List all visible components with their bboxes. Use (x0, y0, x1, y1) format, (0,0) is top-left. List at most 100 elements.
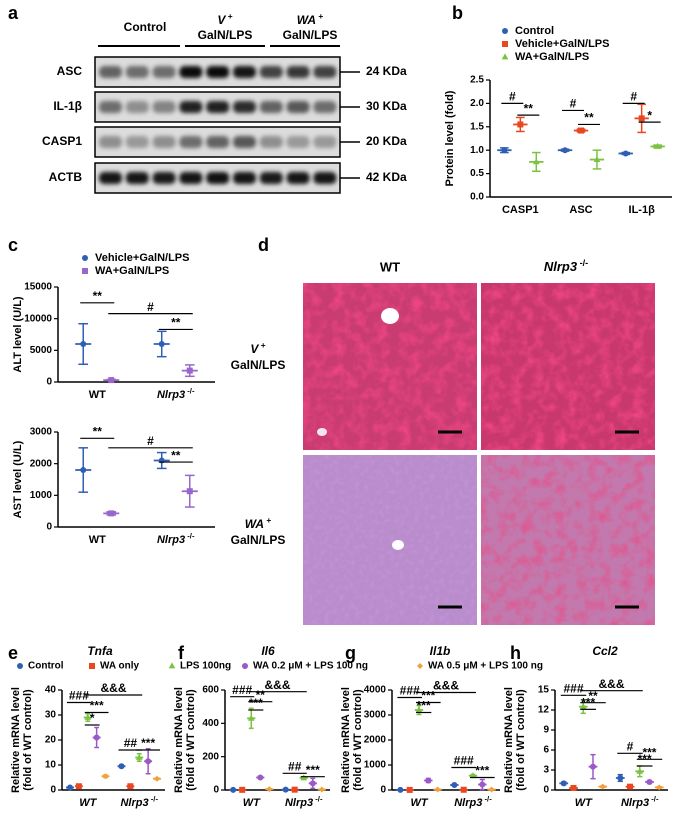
significance-label: ** (171, 448, 181, 462)
blot-band (286, 101, 310, 113)
significance-label: ** (93, 289, 103, 303)
y-axis-label: Relative mRNA level (173, 687, 185, 793)
lane-group-label: GalN/LPS (198, 28, 253, 42)
lane-group-label: WA + (297, 11, 324, 27)
y-axis-label: Protein level (fold) (444, 90, 456, 186)
blot-size-label: 20 KDa (366, 134, 407, 148)
marker (145, 758, 152, 765)
blot-band (125, 172, 149, 184)
marker (654, 142, 661, 149)
significance-label: # (630, 90, 637, 104)
y-tick-label: 2000 (30, 458, 53, 469)
marker (186, 367, 193, 374)
y-tick-label: 0 (380, 785, 386, 796)
y-tick-label: 30 (45, 710, 57, 721)
x-tick-label: Nlrp3 -/- (120, 795, 158, 809)
y-tick-label: 0 (50, 785, 56, 796)
marker (406, 786, 413, 793)
blot-band (286, 66, 310, 78)
y-tick-label: 2.0 (470, 98, 484, 109)
histology-row-label: V + (250, 340, 265, 356)
y-tick-label: 6 (543, 745, 549, 756)
x-tick-label: WT (410, 797, 428, 809)
blot-band (259, 101, 283, 113)
y-axis-label: (fold of WT control) (185, 689, 197, 791)
significance-label: *** (638, 752, 652, 766)
significance-label: *** (417, 699, 431, 713)
y-axis-label: Relative mRNA level (340, 687, 352, 793)
marker (108, 377, 115, 384)
legend-label: Control (515, 25, 554, 37)
marker (532, 158, 540, 165)
significance-label: * (90, 711, 95, 725)
blot-band (286, 136, 310, 148)
marker (82, 255, 88, 261)
marker (562, 147, 569, 154)
y-tick-label: 4000 (364, 685, 387, 696)
legend-label: WA+GalN/LPS (515, 51, 589, 63)
blot-band (125, 101, 149, 113)
legend-label: WA 0.2 μM + LPS 100 ng (253, 661, 368, 672)
y-tick-label: 40 (45, 685, 57, 696)
marker (488, 786, 495, 793)
significance-label: ** (584, 111, 594, 125)
significance-label: ### (232, 683, 252, 697)
marker (102, 773, 109, 780)
blot-band (179, 172, 203, 184)
panel-label: a (8, 3, 19, 23)
marker (82, 268, 88, 274)
marker (636, 767, 644, 774)
panel-label: d (258, 235, 269, 255)
x-tick-label: Nlrp3 -/- (621, 795, 659, 809)
significance-label: ** (93, 425, 103, 439)
blot-band (206, 66, 230, 78)
marker (239, 786, 246, 793)
marker (282, 786, 289, 793)
blot-band (206, 136, 230, 148)
significance-label: &&& (265, 678, 291, 692)
y-tick-label: 1.0 (470, 145, 484, 156)
marker (501, 147, 508, 154)
x-tick-label: Nlrp3 -/- (157, 532, 195, 546)
significance-label: # (147, 300, 154, 314)
significance-label: *** (249, 696, 263, 710)
blot-row-label: ASC (57, 64, 83, 78)
panel-label: e (8, 643, 18, 663)
y-tick-label: 0.5 (470, 168, 484, 179)
significance-label: ## (288, 760, 302, 774)
blot-band (259, 172, 283, 184)
histology-row-label: GalN/LPS (231, 358, 286, 372)
marker (135, 753, 143, 760)
blot-size-label: 24 KDa (366, 64, 407, 78)
y-tick-label: 15000 (24, 282, 52, 293)
significance-label: # (627, 740, 634, 754)
blot-band (206, 101, 230, 113)
y-tick-label: 0.0 (470, 192, 484, 203)
marker (93, 734, 100, 741)
y-tick-label: 9 (543, 725, 549, 736)
panel-label: f (178, 643, 185, 663)
blot-size-label: 42 KDa (366, 170, 407, 184)
marker (415, 706, 423, 713)
marker (300, 774, 308, 781)
blot-band (125, 66, 149, 78)
y-axis-label: ALT level (U/L) (12, 296, 24, 373)
chart-title: Il1b (430, 644, 451, 658)
chart-title: Tnfa (87, 644, 113, 658)
significance-label: *** (642, 746, 656, 760)
marker (469, 772, 477, 779)
marker (242, 663, 248, 669)
marker (168, 662, 176, 669)
blot-band (313, 172, 337, 184)
blot-row-label: IL-1β (53, 99, 82, 113)
blot-band (152, 172, 176, 184)
marker (617, 775, 624, 781)
vessel (392, 540, 404, 550)
significance-label: ** (524, 101, 534, 115)
significance-label: &&& (599, 677, 625, 691)
marker (89, 663, 95, 669)
blot-band (99, 66, 122, 78)
marker (425, 777, 432, 784)
blot-row-label: ACTB (49, 170, 83, 184)
blot-band (313, 66, 337, 78)
